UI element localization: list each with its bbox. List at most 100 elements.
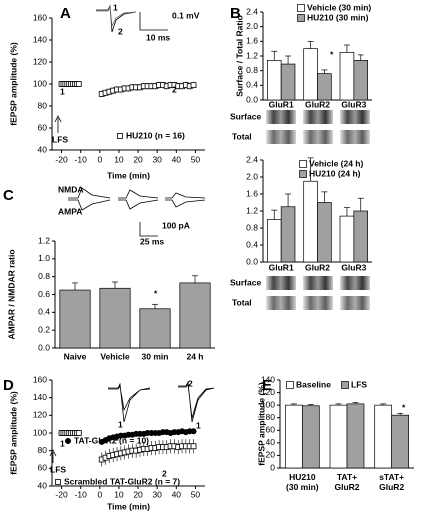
blots (266, 110, 370, 310)
bar (346, 403, 365, 469)
x-axis-title: Time (min) (107, 501, 150, 511)
y-axis-title: AMPAR / NMDAR ratio (6, 249, 16, 339)
y-tick-label: 0.0 (246, 94, 258, 104)
x-tick-label: GluR3 (341, 262, 366, 272)
data-point (75, 430, 82, 436)
annotation: Surface (230, 111, 261, 121)
y-tick-label: 0 (270, 462, 275, 472)
x-tick-label: 30 (152, 489, 162, 499)
trace-a (96, 4, 137, 33)
scale-bar-a (139, 12, 168, 31)
y-tick-label: 2.0 (246, 171, 258, 181)
blot (266, 110, 296, 124)
bar (353, 60, 368, 101)
trace-c1 (68, 187, 111, 199)
annotation: 10 ms (146, 32, 170, 42)
y-tick-label: 2.4 (246, 6, 258, 16)
x-tick-label: Vehicle (100, 351, 130, 361)
data-point (190, 428, 197, 435)
bar (280, 63, 296, 101)
x-tick-label: 10 (114, 489, 124, 499)
y-tick-label: 80 (38, 100, 48, 110)
legend-label: HU210 (n = 16) (126, 130, 185, 140)
bar (285, 404, 303, 469)
y-tick-label: 120 (33, 410, 47, 420)
y-tick-label: 100 (261, 399, 275, 409)
y-tick-label: 100 (33, 78, 47, 88)
y-axis-title: fEPSP amplitude (%) (8, 391, 18, 475)
y-tick-label: 0.0 (38, 342, 50, 352)
annotation: 0.1 mV (172, 10, 200, 20)
y-tick-label: 1.6 (246, 188, 258, 198)
bar (99, 287, 131, 349)
annotation: 1 (60, 438, 65, 448)
annotation: 2 (172, 84, 177, 94)
x-tick-label: 50 (191, 489, 201, 499)
lfs-arrow-d (49, 449, 57, 463)
blot (266, 296, 296, 310)
bar (317, 73, 332, 101)
bar (339, 51, 355, 101)
y-tick-label: 1.2 (246, 50, 258, 60)
legend-marker (65, 437, 72, 444)
data-point (75, 81, 82, 87)
x-tick-label: 24 h (186, 351, 203, 361)
bar (329, 404, 348, 469)
annotation: 100 pA (162, 220, 190, 230)
bar (59, 289, 91, 349)
x-tick-label: GluR2 (305, 262, 330, 272)
scale-bar-c (139, 222, 158, 237)
legend-label: Vehicle (30 min) (307, 2, 371, 12)
blot (340, 130, 370, 144)
annotation: * (154, 288, 158, 298)
annotation: 2 (114, 432, 119, 442)
bar (353, 210, 368, 263)
bar (280, 206, 296, 263)
y-tick-label: 40 (38, 480, 48, 490)
blot (303, 110, 333, 124)
blot (340, 110, 370, 124)
x-tick-label: -20 (55, 489, 68, 499)
y-tick-label: 0.4 (246, 239, 258, 249)
annotation: Total (232, 131, 252, 141)
x-tick-label: GluR1 (269, 99, 294, 109)
trace-a2 (96, 5, 137, 28)
bar (139, 308, 171, 349)
y-tick-label: 60 (38, 122, 48, 132)
blot (340, 276, 370, 290)
annotation: LFS (50, 464, 66, 474)
legend-swatch (341, 381, 349, 389)
legend-swatch (297, 14, 305, 22)
legend-swatch (286, 381, 294, 389)
x-tick-label: 20 (133, 489, 143, 499)
trace-c4 (165, 192, 206, 208)
x-tick-label: -20 (55, 154, 68, 164)
legend-label: TAT-GluR2 (n = 10) (74, 435, 149, 445)
bar (267, 60, 282, 101)
annotation: Total (232, 297, 252, 307)
y-tick-label: 0.8 (246, 222, 258, 232)
y-tick-label: 0.2 (38, 324, 50, 334)
bar (339, 215, 355, 263)
bar (179, 282, 211, 349)
legend-swatch (299, 170, 307, 178)
y-tick-label: 1.6 (246, 36, 258, 46)
bar (267, 219, 282, 263)
annotation: * (402, 402, 406, 412)
y-axis-title: fEPSP amplitude (%) (8, 42, 18, 126)
x-tick-label: 20 (133, 154, 143, 164)
x-tick-label: 10 (114, 154, 124, 164)
panel-label: B (230, 5, 241, 22)
trace-d1 (108, 382, 151, 423)
insets (49, 4, 215, 463)
annotation: NMDA (58, 184, 84, 194)
legend-swatch (299, 160, 307, 168)
panel-label: E (262, 377, 272, 394)
y-tick-label: 0.0 (246, 256, 258, 266)
bar (301, 405, 320, 469)
x-tick-label: 30 min (142, 351, 169, 361)
legend-label: LFS (351, 379, 367, 389)
y-tick-label: 40 (38, 144, 48, 154)
y-tick-label: 1.0 (38, 253, 50, 263)
